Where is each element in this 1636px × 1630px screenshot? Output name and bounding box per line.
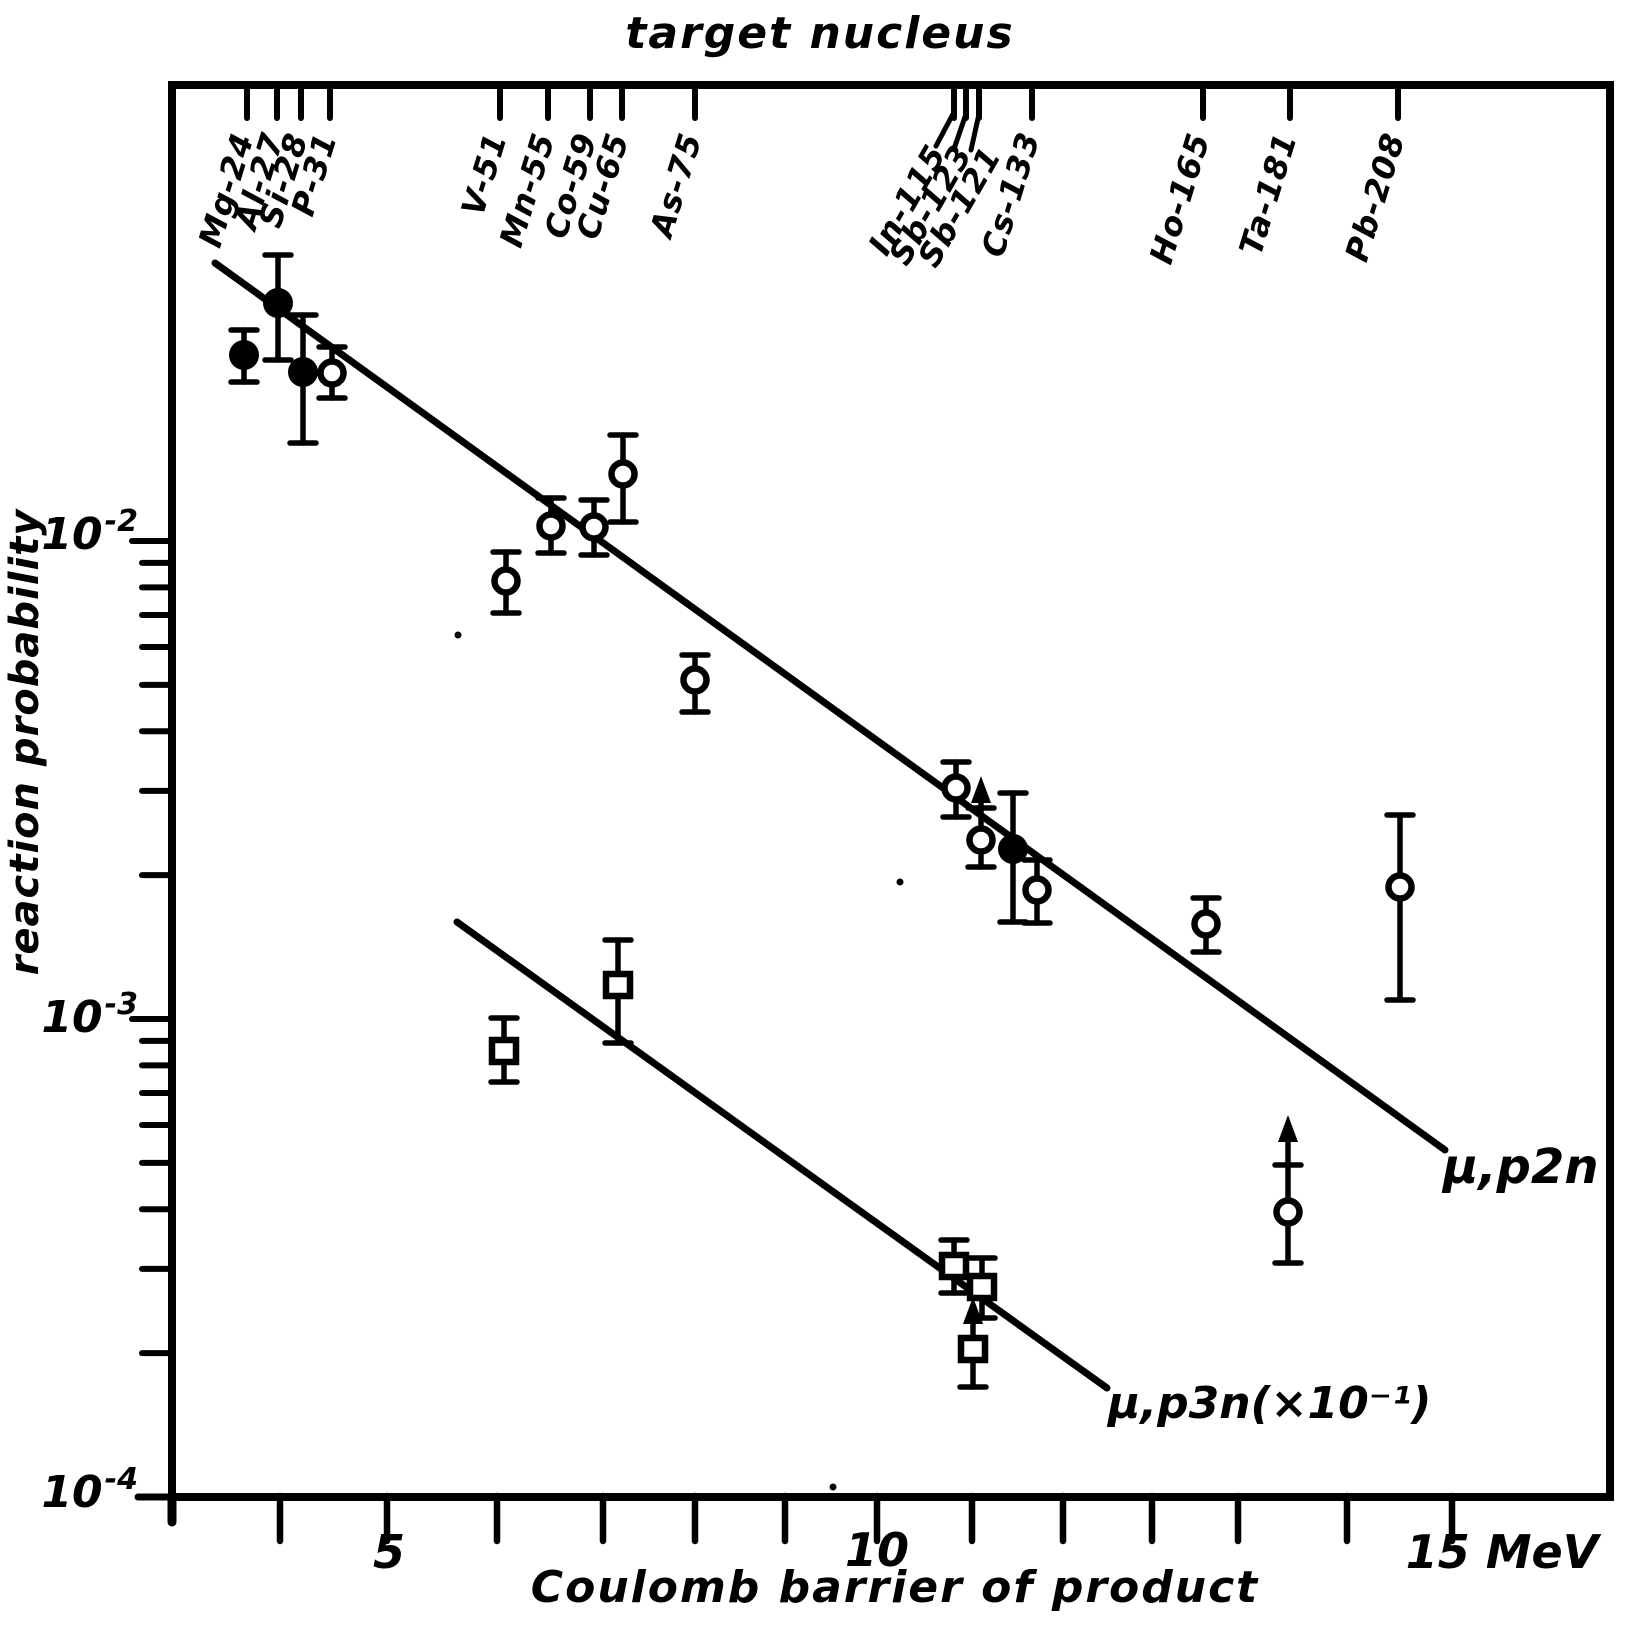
point-p2n-ta-181: [1273, 1197, 1303, 1227]
scan-speck: [454, 631, 462, 639]
point-p2n-in-115: [941, 773, 971, 803]
x-tick-label-10: 10: [845, 1523, 909, 1577]
fit-line-p2n: [211, 259, 1449, 1154]
y-axis-label: reaction probability: [2, 508, 48, 976]
x-axis-label: Coulomb barrier of product: [531, 1562, 1259, 1613]
fit-line-p3n-10: [453, 918, 1111, 1392]
y-tick-label-10e-4: 10-4: [41, 1462, 138, 1518]
scan-speck: [829, 1483, 837, 1491]
x-tick-label-15mev: 15 MeV: [1406, 1525, 1602, 1579]
nucleus-label-ta-181: Ta-181: [1232, 128, 1305, 259]
point-p2n-sb-121: [998, 834, 1028, 864]
point-p2n-sb-123-arrow-head: [971, 776, 991, 803]
point-p3n-in-115: [938, 1251, 970, 1281]
point-p2n-ta-181-arrow-head: [1278, 1115, 1298, 1142]
point-p2n-as-75: [680, 665, 710, 695]
point-p2n-sb-123: [966, 825, 996, 855]
point-p2n-mg-24: [229, 340, 259, 370]
x-tick-label-5: 5: [373, 1525, 405, 1579]
point-p2n-v-51: [491, 566, 521, 596]
plot-frame: [168, 81, 1614, 1501]
point-p2n-p-31: [317, 358, 347, 388]
nucleus-label-ho-165: Ho-165: [1142, 128, 1218, 268]
y-tick-label-10e-3: 10-3: [41, 987, 138, 1043]
point-p3n-v-51: [488, 1036, 520, 1066]
point-p2n-ho-165: [1191, 909, 1221, 939]
leader-sb-123: [952, 111, 969, 149]
chart-title: target nucleus: [625, 8, 1014, 59]
point-p2n-si-28: [288, 357, 318, 387]
nucleus-label-as-75: As-75: [641, 128, 709, 244]
point-p3n-cu-65: [602, 970, 634, 1000]
point-p2n-cu-65: [608, 459, 638, 489]
leader-sb-121: [968, 111, 982, 153]
point-p2n-pb-208: [1385, 872, 1415, 902]
series-label-mu-p3n: μ,p3n(×10⁻¹): [1106, 1378, 1431, 1429]
y-tick-label-10e-2: 10-2: [41, 504, 138, 560]
point-p2n-cs-133: [1022, 875, 1052, 905]
point-p3n-sb-121-arrow-head: [963, 1297, 983, 1324]
nucleus-label-pb-208: Pb-208: [1338, 128, 1413, 266]
point-p3n-sb-123: [966, 1272, 998, 1302]
point-p2n-mn-55: [536, 511, 566, 541]
point-p2n-co-59: [579, 512, 609, 542]
point-p3n-sb-121: [957, 1334, 989, 1364]
point-p2n-al-27: [263, 288, 293, 318]
leader-in-115: [933, 111, 956, 149]
series-label-mu-p2n: μ,p2n: [1441, 1139, 1598, 1195]
scan-speck: [896, 878, 904, 886]
